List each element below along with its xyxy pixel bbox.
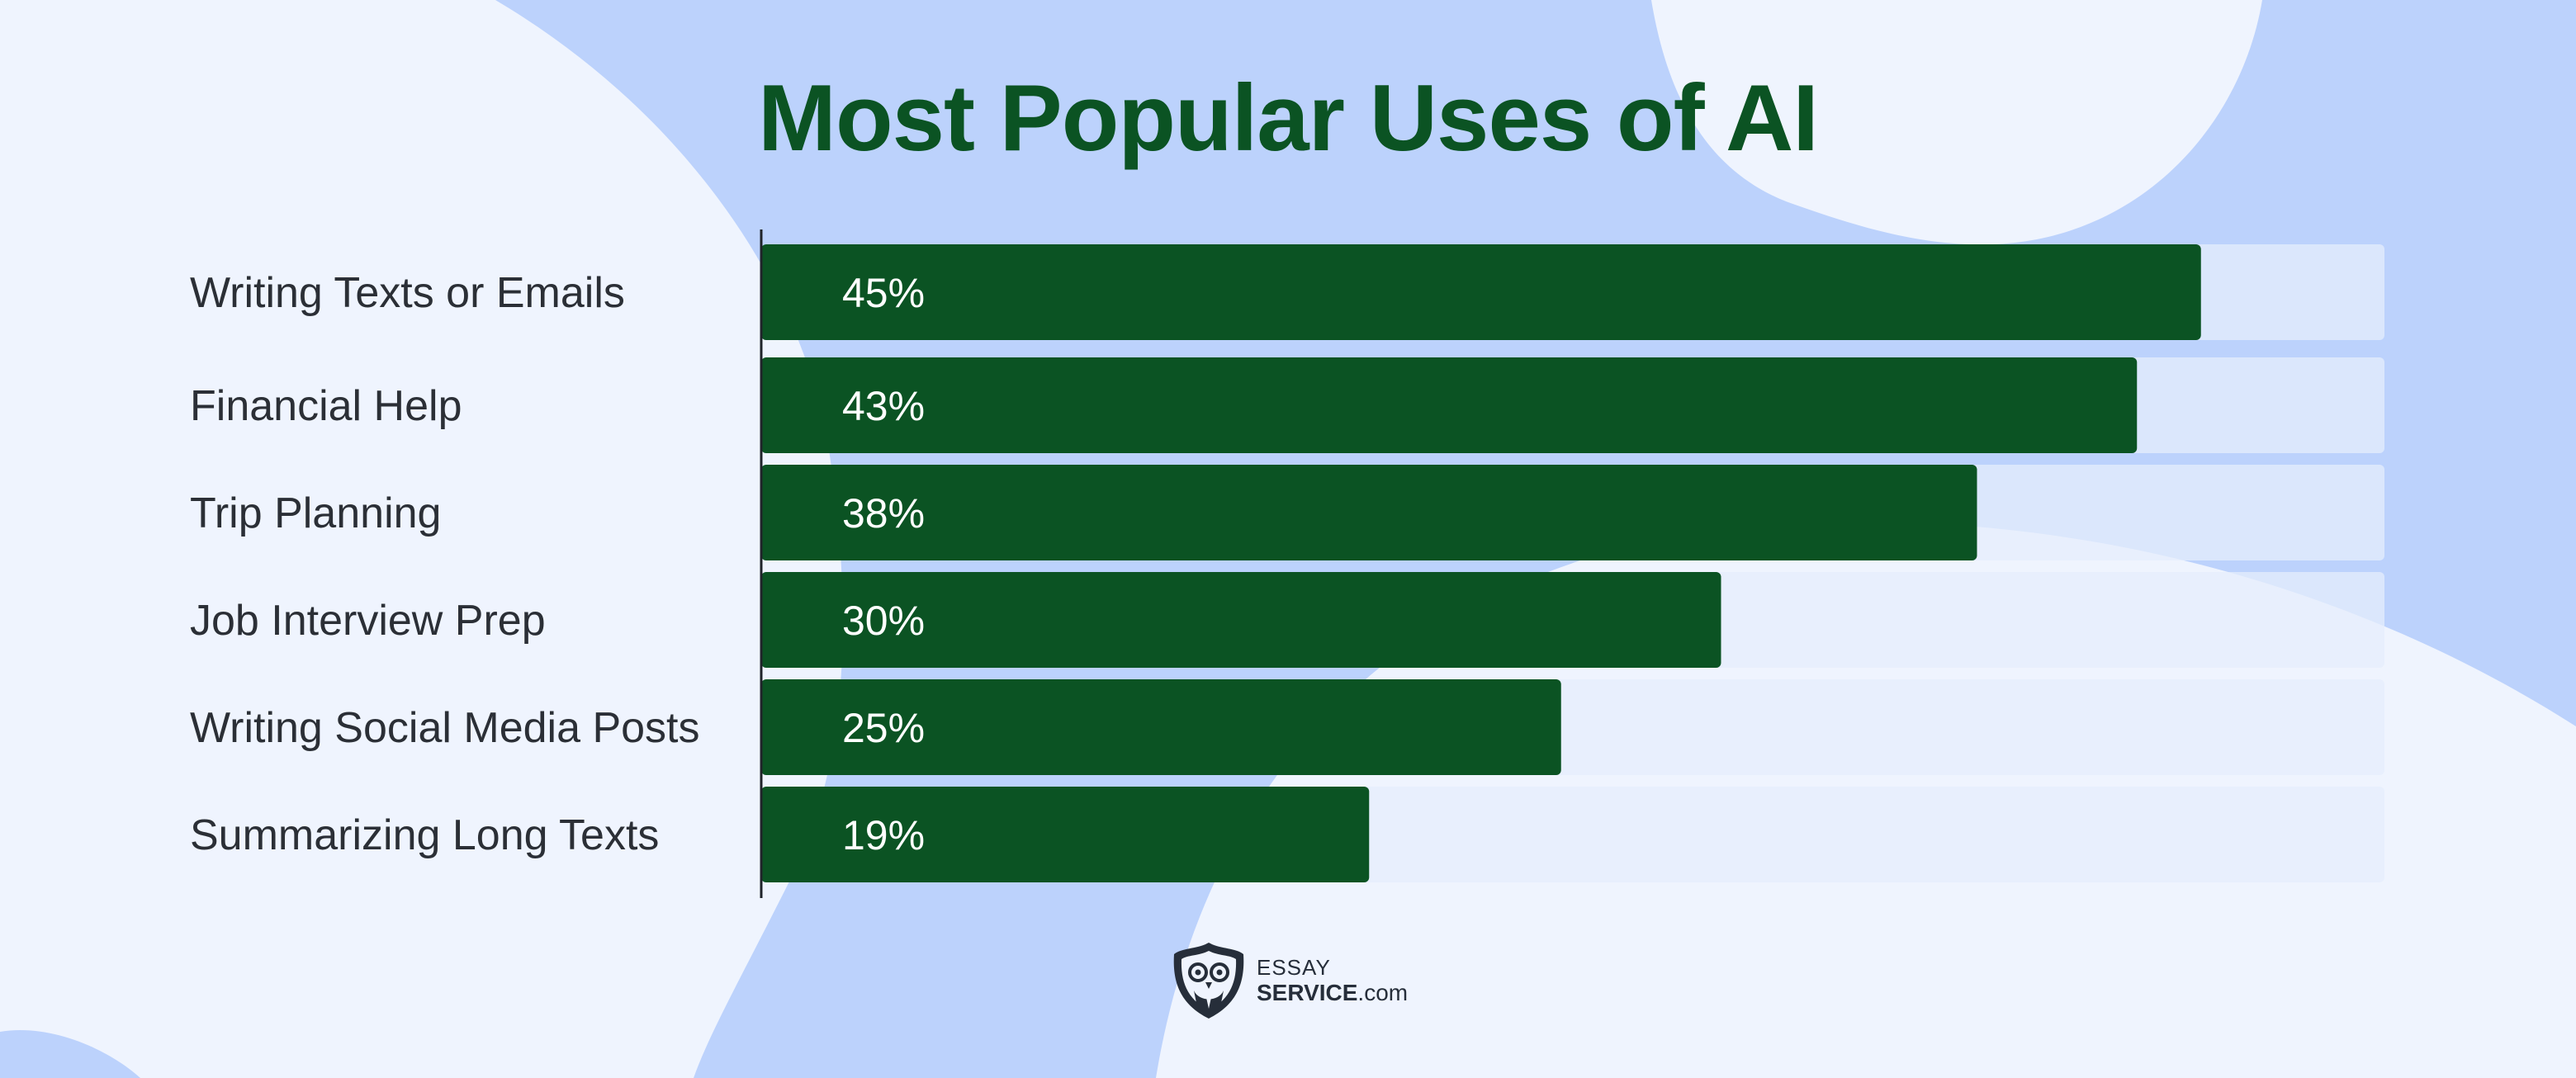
- bar[interactable]: [761, 679, 1561, 775]
- logo-text-suffix: .com: [1357, 980, 1409, 1005]
- left-background-blob: [0, 0, 843, 1078]
- value-label: 19%: [842, 812, 925, 858]
- category-label: Writing Social Media Posts: [190, 704, 700, 752]
- bar[interactable]: [761, 357, 2138, 453]
- bar[interactable]: [761, 572, 1721, 668]
- category-label: Trip Planning: [190, 489, 441, 537]
- value-label: 43%: [842, 383, 925, 429]
- chart-title: Most Popular Uses of AI: [758, 66, 1819, 171]
- category-label: Summarizing Long Texts: [190, 811, 659, 859]
- bar[interactable]: [761, 244, 2201, 340]
- value-label: 45%: [842, 270, 925, 316]
- value-label: 25%: [842, 705, 925, 751]
- top-right-background-blob: [1651, 0, 2262, 245]
- category-label: Writing Texts or Emails: [190, 269, 625, 317]
- category-label: Job Interview Prep: [190, 597, 546, 645]
- category-label: Financial Help: [190, 382, 462, 430]
- essayservice-logo[interactable]: ESSAY SERVICE.com: [1169, 939, 1408, 1022]
- bar[interactable]: [761, 465, 1977, 560]
- bar[interactable]: [761, 787, 1370, 882]
- bottom-left-background-blob: [0, 1030, 140, 1078]
- logo-text-top: ESSAY: [1257, 955, 1331, 980]
- owl-shield-icon: [1173, 943, 1244, 1019]
- value-label: 38%: [842, 490, 925, 537]
- value-label: 30%: [842, 598, 925, 644]
- logo-text-bold: SERVICE: [1257, 980, 1358, 1005]
